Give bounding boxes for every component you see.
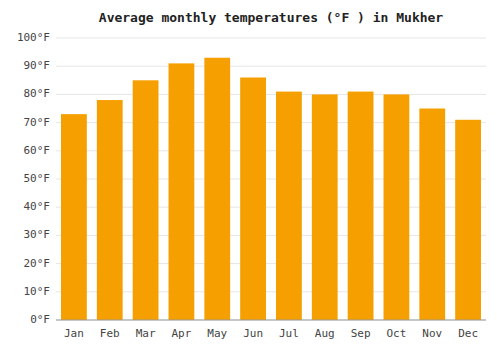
title: Average monthly temperatures (°F ) in Mu… — [99, 10, 444, 25]
grid-line — [56, 66, 486, 67]
y-tick-label: 100°F — [17, 31, 50, 44]
y-tick-label: 50°F — [24, 172, 51, 185]
y-tick-label: 10°F — [24, 285, 51, 298]
y-axis: 0°F 10°F 20°F 30°F 40°F 50°F 60°F 70°F 80°F 90°F 1… — [17, 31, 50, 326]
x-tick-label: Aug — [315, 327, 335, 340]
bar — [312, 94, 338, 320]
y-tick-label: 40°F — [24, 200, 51, 213]
bar — [348, 92, 374, 320]
y-tick-label: 20°F — [24, 257, 51, 270]
chart-container: 0°F 10°F 20°F 30°F 40°F 50°F 60°F 70°F 80°F 90°F 1… — [0, 0, 500, 350]
x-tick-label: Mar — [136, 327, 156, 340]
y-tick-label: 30°F — [24, 228, 51, 241]
bar — [133, 80, 159, 320]
grid — [56, 38, 486, 320]
bar — [97, 100, 123, 320]
bar — [204, 58, 230, 320]
bar — [276, 92, 302, 320]
bar — [455, 120, 481, 320]
x-tick-label: May — [207, 327, 227, 340]
grid-line — [56, 94, 486, 95]
x-tick-label: Sep — [351, 327, 371, 340]
x-tick-label: Jun — [243, 327, 263, 340]
x-tick-label: Jan — [64, 327, 84, 340]
x-tick-label: Jul — [279, 327, 299, 340]
bar — [169, 63, 195, 320]
bar — [61, 114, 87, 320]
y-tick-label: 80°F — [24, 87, 51, 100]
grid-line — [56, 320, 486, 321]
x-tick-label: Feb — [100, 327, 120, 340]
bars — [61, 58, 481, 320]
y-tick-label: 0°F — [30, 313, 50, 326]
y-tick-label: 60°F — [24, 144, 51, 157]
x-tick-label: Oct — [386, 327, 406, 340]
x-axis-line — [56, 320, 486, 321]
chart-svg: 0°F 10°F 20°F 30°F 40°F 50°F 60°F 70°F 80°F 90°F 1… — [0, 0, 500, 350]
grid-line — [56, 38, 486, 39]
y-tick-label: 90°F — [24, 59, 51, 72]
bar — [419, 109, 445, 321]
x-tick-label: Apr — [171, 327, 191, 340]
bar — [384, 94, 410, 320]
bar — [240, 77, 266, 320]
y-tick-label: 70°F — [24, 116, 51, 129]
x-tick-label: Dec — [458, 327, 478, 340]
page: {"chart_data": {"type": "bar", "title": … — [0, 0, 500, 350]
x-tick-label: Nov — [422, 327, 442, 340]
x-axis: Jan Feb Mar Apr May Jun Jul Aug Sep Oct Nov Dec — [64, 327, 478, 340]
